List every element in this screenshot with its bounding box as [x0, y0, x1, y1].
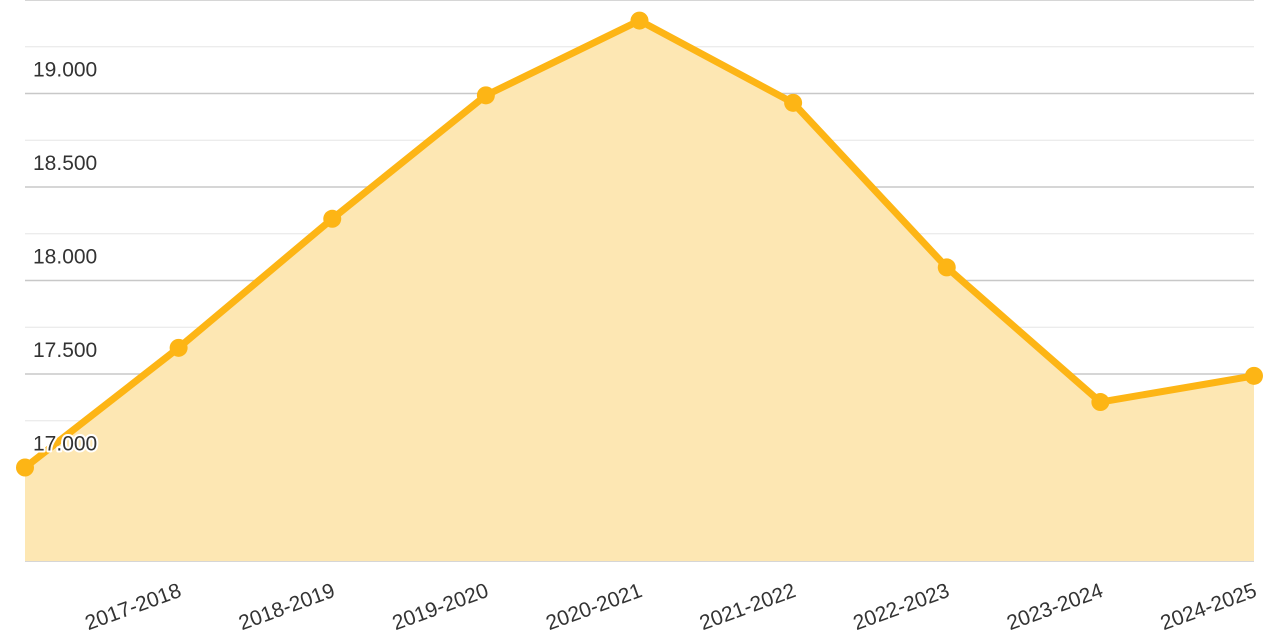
data-points [16, 11, 1263, 477]
data-point-2023-2024[interactable] [1091, 393, 1110, 412]
x-tick-label: 2024-2025 [1157, 579, 1259, 635]
y-tick-label: 17.000 [33, 433, 97, 456]
series-area-fill [25, 20, 1254, 561]
x-tick-label: 2020-2021 [543, 579, 645, 635]
data-point-2024-2025[interactable] [1245, 366, 1263, 385]
data-point-2021-2022[interactable] [784, 93, 803, 112]
data-point-2016-2017[interactable] [16, 458, 34, 477]
y-tick-label: 19.000 [33, 59, 97, 82]
x-tick-label: 2017-2018 [82, 579, 184, 635]
y-tick-label: 18.000 [33, 246, 97, 269]
x-tick-label: 2022-2023 [850, 579, 952, 635]
data-point-2022-2023[interactable] [937, 258, 956, 277]
x-tick-label: 2019-2020 [389, 579, 491, 635]
data-point-2020-2021[interactable] [630, 11, 649, 30]
data-point-2017-2018[interactable] [169, 338, 188, 357]
x-tick-label: 2023-2024 [1004, 579, 1107, 635]
y-tick-label: 17.500 [33, 339, 97, 362]
x-tick-label: 2018-2019 [236, 579, 338, 635]
data-point-2019-2020[interactable] [476, 86, 495, 105]
data-point-2018-2019[interactable] [323, 209, 342, 228]
y-tick-label: 18.500 [33, 152, 97, 175]
x-tick-label: 2021-2022 [697, 579, 799, 635]
x-axis-tick-labels: 2017-2018 2018-2019 2019-2020 2020-2021 2021… [82, 579, 1260, 635]
